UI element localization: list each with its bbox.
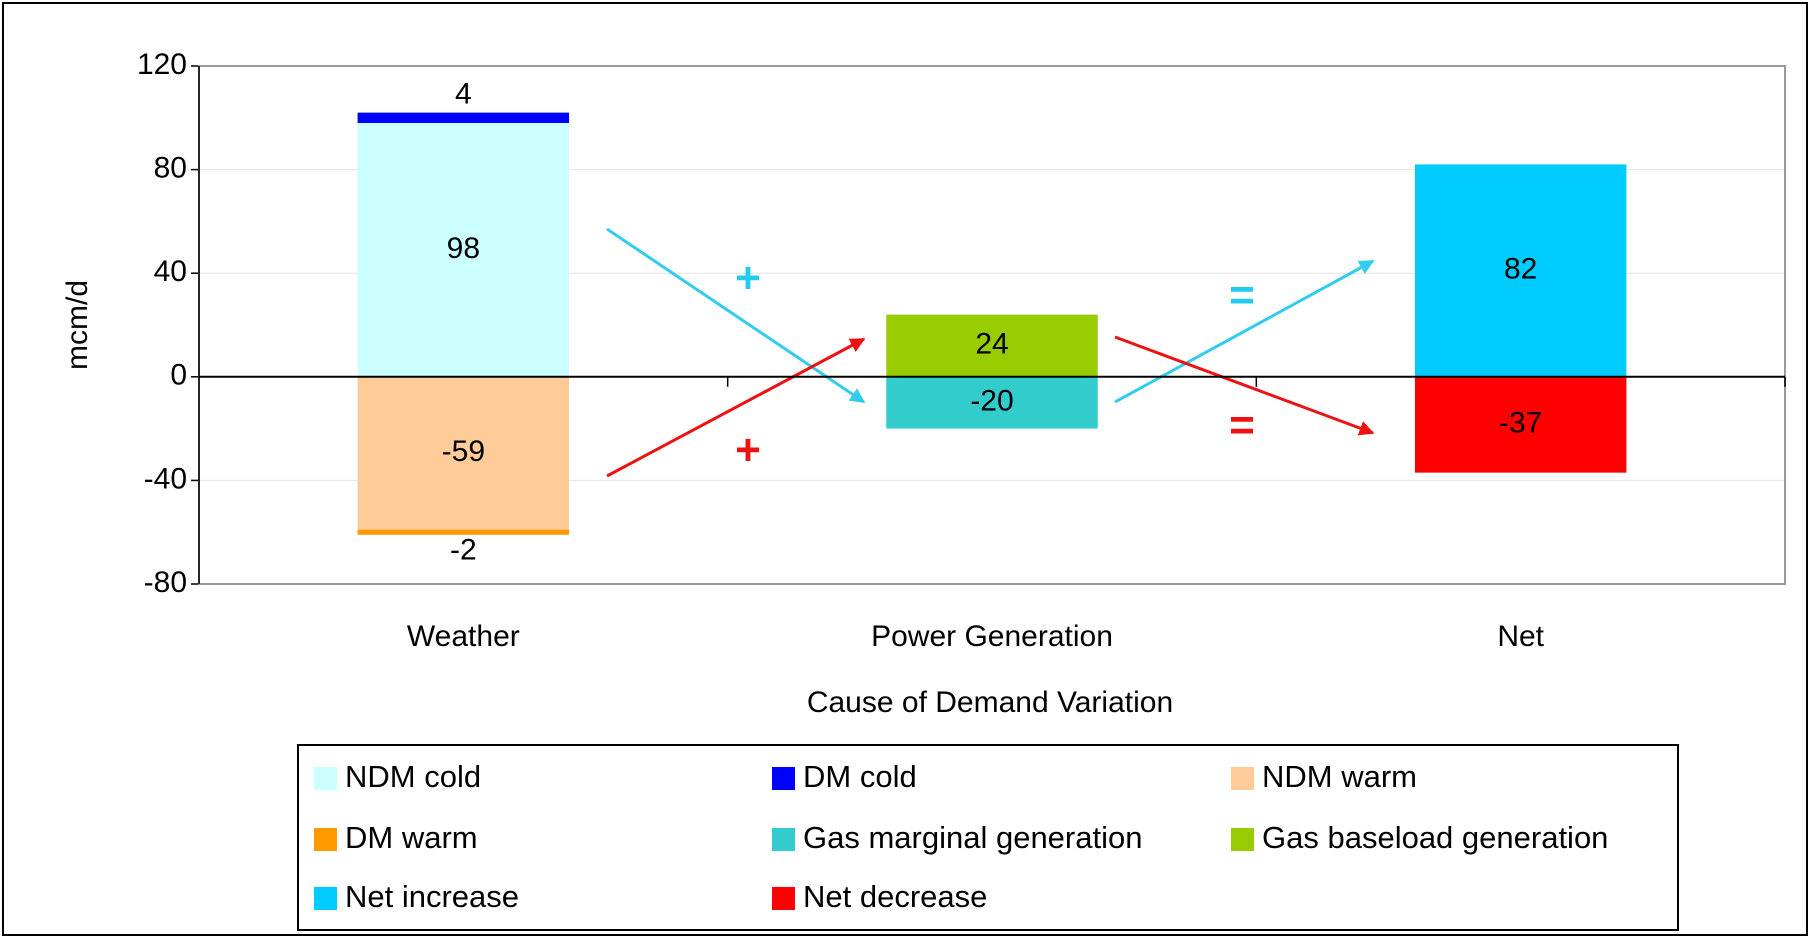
legend-swatch	[1231, 828, 1254, 851]
legend-swatch	[772, 828, 795, 851]
data-label: -37	[1499, 407, 1542, 440]
legend-swatch	[314, 767, 337, 790]
bar-segment	[1414, 164, 1627, 377]
bar-segment	[357, 122, 570, 377]
legend-label: Net decrease	[803, 879, 987, 914]
data-label: -2	[450, 534, 477, 567]
annotation: =	[1229, 271, 1255, 320]
x-tick-label: Net	[1497, 620, 1544, 653]
legend-label: DM warm	[345, 820, 478, 855]
y-tick-label: 40	[154, 255, 187, 288]
data-label: 82	[1504, 253, 1537, 286]
bar-segment	[1414, 376, 1627, 473]
legend-label: NDM warm	[1262, 759, 1417, 794]
data-label: -59	[442, 435, 485, 468]
data-label: -20	[970, 385, 1013, 418]
x-tick-label: Power Generation	[871, 620, 1113, 653]
bar-segment	[357, 112, 570, 123]
legend-label: Gas marginal generation	[803, 820, 1142, 855]
legend-label: Net increase	[345, 879, 519, 914]
y-tick-label: 0	[170, 359, 187, 392]
data-label: 98	[447, 232, 480, 265]
arrow	[1114, 335, 1375, 436]
legend-label: NDM cold	[345, 759, 481, 794]
y-tick-label: -80	[144, 566, 187, 599]
data-label: 24	[975, 328, 1008, 361]
legend-label: Gas baseload generation	[1262, 820, 1608, 855]
legend-swatch	[772, 767, 795, 790]
arrow	[1114, 259, 1375, 404]
legend-swatch	[772, 887, 795, 910]
y-tick-label: -40	[144, 462, 187, 495]
legend-swatch	[314, 887, 337, 910]
data-label: 4	[455, 78, 472, 111]
legend-swatch	[1231, 767, 1254, 790]
bar-segment	[357, 529, 570, 535]
y-tick-label: 80	[154, 152, 187, 185]
legend-label: DM cold	[803, 759, 917, 794]
y-axis-label: mcm/d	[61, 280, 94, 370]
legend-box	[297, 744, 1679, 931]
x-axis-label: Cause of Demand Variation	[807, 686, 1173, 719]
legend-swatch	[314, 828, 337, 851]
y-tick-label: 120	[137, 48, 187, 81]
arrows	[606, 227, 1375, 478]
bar-segment	[886, 376, 1098, 429]
annotation: =	[1229, 401, 1255, 450]
annotation: +	[735, 254, 761, 303]
arrow	[606, 337, 866, 478]
bar-segment	[886, 314, 1098, 377]
annotation: +	[735, 426, 761, 475]
x-tick-label: Weather	[407, 620, 520, 653]
bar-segment	[357, 376, 570, 530]
arrow	[606, 227, 866, 404]
